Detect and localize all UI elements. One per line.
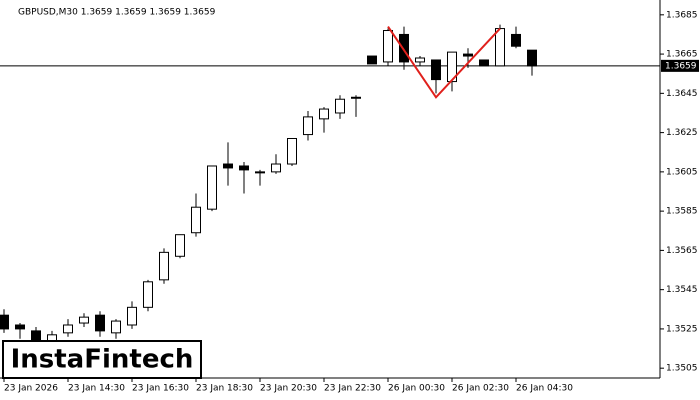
candle-body [63, 324, 73, 334]
x-tick-label: 26 Jan 04:30 [516, 384, 573, 394]
candle-body [191, 206, 201, 234]
x-tick-label: 23 Jan 22:30 [324, 384, 381, 394]
x-tick-label: 23 Jan 20:30 [260, 384, 317, 394]
candle-body [527, 49, 537, 67]
pattern-line [387, 26, 501, 99]
candle-body [431, 59, 441, 81]
candle-body [479, 59, 489, 67]
y-tick-label: 1.3585 [666, 207, 698, 217]
candle-body [159, 251, 169, 281]
candle-body [271, 163, 281, 173]
candle-body [95, 314, 105, 332]
candle-body [111, 320, 121, 334]
candle-body [511, 33, 521, 47]
candle-body [127, 306, 137, 326]
candle-body [351, 96, 361, 99]
candle-body [15, 324, 25, 330]
candle-body [239, 165, 249, 171]
y-tick-label: 1.3685 [666, 10, 698, 20]
candle-body [255, 171, 265, 174]
y-tick-label: 1.3545 [666, 285, 698, 295]
candle-body [399, 33, 409, 63]
candle-body [207, 165, 217, 210]
price-label-box [661, 59, 699, 72]
candle-body [47, 334, 57, 342]
x-tick-label: 23 Jan 18:30 [196, 384, 253, 394]
y-tick-label: 1.3605 [666, 167, 698, 177]
candle-body [79, 316, 89, 324]
candle-body [287, 137, 297, 165]
candle-body [463, 53, 473, 57]
candle-body [495, 28, 505, 67]
x-tick-label: 23 Jan 2026 [4, 384, 58, 394]
x-tick-label: 23 Jan 16:30 [132, 384, 189, 394]
x-tick-label: 26 Jan 02:30 [452, 384, 509, 394]
candle-body [335, 98, 345, 114]
y-tick-label: 1.3625 [666, 128, 698, 138]
y-tick-label: 1.3525 [666, 324, 698, 334]
logo: InstaFintech [11, 345, 194, 375]
plot: 1.3505 1.3525 1.3545 1.3565 1.3585 1.3605 1.36… [0, 10, 698, 394]
price-label: 1.3659 [665, 61, 697, 71]
candle-body [0, 314, 9, 330]
y-tick-label: 1.3565 [666, 246, 698, 256]
y-tick-label: 1.3665 [666, 50, 698, 60]
x-tick-label: 23 Jan 14:30 [68, 384, 125, 394]
logo-box [2, 340, 202, 379]
candle-body [143, 281, 153, 308]
candle-body [447, 51, 457, 83]
candle-body [303, 116, 313, 136]
candle-body [31, 330, 41, 342]
candle-body [383, 30, 393, 63]
candle-body [175, 234, 185, 257]
candle-body [319, 108, 329, 120]
candle-body [415, 57, 425, 63]
chart-title: GBPUSD,M30 1.3659 1.3659 1.3659 1.3659 [18, 8, 216, 18]
candle-body [223, 163, 233, 169]
candle-body [367, 55, 377, 65]
x-tick-label: 26 Jan 00:30 [388, 384, 445, 394]
y-tick-label: 1.3645 [666, 89, 698, 99]
y-tick-label: 1.3505 [666, 364, 698, 374]
